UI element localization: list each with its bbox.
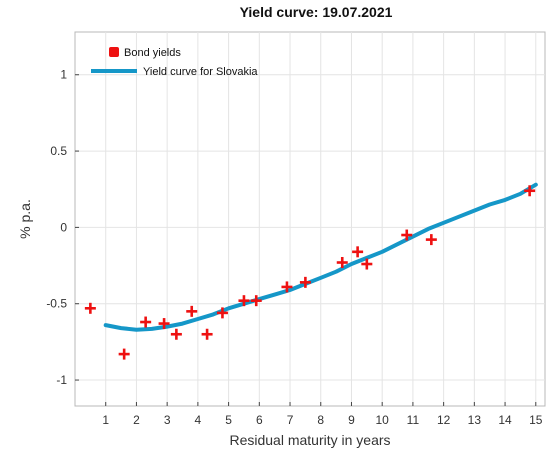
x-axis-title: Residual maturity in years xyxy=(229,432,390,448)
x-tick-label: 15 xyxy=(529,413,543,427)
legend-label-bond-yields: Bond yields xyxy=(124,47,181,59)
curve-layer xyxy=(103,182,538,332)
bond-yield-point xyxy=(250,295,262,307)
y-axis-title: % p.a. xyxy=(17,199,33,239)
x-tick-label: 1 xyxy=(102,413,109,427)
bond-yield-point xyxy=(524,185,536,197)
x-tick-label: 9 xyxy=(348,413,355,427)
x-tick-label: 3 xyxy=(164,413,171,427)
bond-yield-point xyxy=(158,318,170,330)
x-tick-label: 2 xyxy=(133,413,140,427)
bond-yield-point xyxy=(140,316,152,328)
bond-yield-point xyxy=(84,302,96,314)
bond-yield-point xyxy=(201,328,213,340)
x-tick-label: 4 xyxy=(195,413,202,427)
bond-yield-point xyxy=(425,234,437,246)
plot-area xyxy=(74,31,546,407)
legend-label-yield-curve: Yield curve for Slovakia xyxy=(143,66,258,78)
bond-yield-point xyxy=(352,246,364,258)
y-tick-label: 1 xyxy=(60,68,67,82)
x-tick-label: 7 xyxy=(287,413,294,427)
x-tick-label: 5 xyxy=(225,413,232,427)
bond-yield-point xyxy=(401,229,413,241)
bond-yield-point xyxy=(361,258,373,270)
chart-title: Yield curve: 19.07.2021 xyxy=(240,4,393,20)
x-axis-ticks: 1 2 3 4 5 6 7 8 9 10 11 12 13 14 15 xyxy=(102,402,543,427)
y-tick-label: 0.5 xyxy=(50,144,67,158)
grid xyxy=(75,32,545,406)
y-tick-label: -1 xyxy=(56,373,67,387)
x-tick-label: 11 xyxy=(407,413,420,427)
x-tick-label: 8 xyxy=(317,413,324,427)
y-tick-label: -0.5 xyxy=(46,297,67,311)
bond-yield-point xyxy=(118,348,130,360)
legend-marker-bond-yields xyxy=(109,47,119,57)
yield-curve-line xyxy=(103,182,538,332)
bond-yield-point xyxy=(170,328,182,340)
y-tick-label: 0 xyxy=(60,220,67,234)
bond-yield-point xyxy=(216,307,228,319)
bond-yield-point xyxy=(238,295,250,307)
y-axis-ticks: -1 -0.5 0 0.5 1 xyxy=(46,68,79,387)
x-tick-label: 6 xyxy=(256,413,263,427)
bond-yield-point xyxy=(281,281,293,293)
x-tick-label: 12 xyxy=(437,413,451,427)
bond-yield-point xyxy=(299,276,311,288)
legend: Bond yields Yield curve for Slovakia xyxy=(91,47,258,78)
bond-yield-point xyxy=(186,305,198,317)
points-layer xyxy=(84,185,536,360)
x-tick-label: 14 xyxy=(498,413,512,427)
x-tick-label: 10 xyxy=(376,413,390,427)
x-tick-label: 13 xyxy=(468,413,482,427)
bond-yield-point xyxy=(336,257,348,269)
